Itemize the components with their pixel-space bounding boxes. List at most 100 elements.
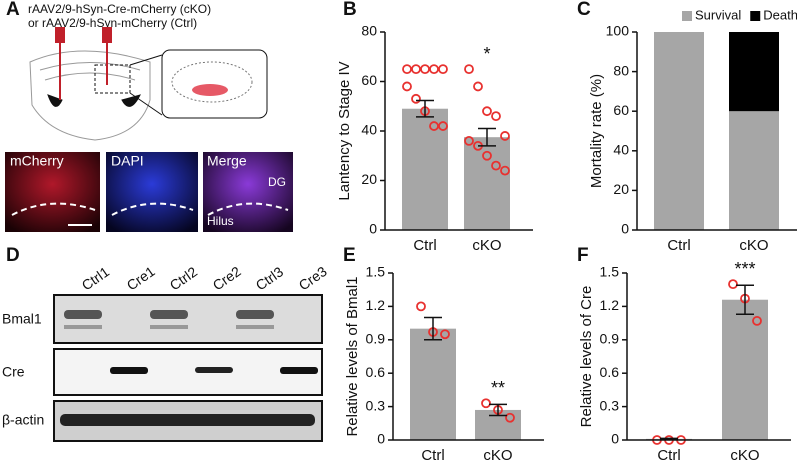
row-label: Bmal1 [2, 311, 42, 327]
data-point [420, 64, 430, 75]
lane-label: Cre2 [210, 263, 244, 294]
micrograph [106, 152, 198, 232]
region-label: DG [268, 175, 286, 189]
data-point [473, 81, 483, 92]
legend-label: Death [763, 7, 797, 22]
data-point [429, 64, 439, 75]
significance: ** [491, 378, 505, 398]
image-label: DAPI [111, 153, 144, 169]
y-tick-label: 40 [613, 142, 629, 158]
data-point [464, 64, 474, 75]
x-tick-label: Ctrl [657, 447, 680, 463]
x-tick-label: cKO [739, 237, 768, 254]
syringe [55, 27, 112, 100]
y-tick-label: 100 [606, 23, 630, 39]
data-point [482, 150, 492, 161]
data-point [416, 301, 426, 312]
data-point [429, 121, 439, 131]
image-label: mCherry [10, 153, 64, 169]
bar-segment [654, 32, 704, 230]
y-axis-title: Relative levels of Bmal1 [344, 276, 361, 436]
x-tick-label: cKO [483, 447, 512, 463]
significance: * [483, 44, 490, 64]
panel-label: F [577, 245, 589, 266]
data-point [438, 64, 448, 75]
x-tick-label: cKO [472, 237, 501, 254]
y-tick-label: 20 [361, 171, 377, 187]
bar [410, 328, 456, 440]
y-tick-label: 0.6 [366, 364, 386, 380]
y-tick-label: 0.9 [600, 331, 620, 347]
virus-text: rAAV2/9-hSyn-Cre-mCherry (cKO) [28, 2, 211, 16]
x-tick-label: cKO [730, 447, 759, 463]
panel-label: C [577, 0, 591, 20]
y-tick-label: 80 [613, 62, 629, 78]
data-point [440, 329, 450, 340]
y-tick-label: 60 [361, 72, 377, 88]
y-tick-label: 0 [621, 221, 629, 237]
panel-label: D [6, 245, 20, 266]
lane-label: Cre1 [124, 263, 158, 294]
y-tick-label: 0.9 [366, 331, 386, 347]
y-tick-label: 60 [613, 102, 629, 118]
y-tick-label: 0 [369, 221, 377, 237]
micrograph [5, 152, 100, 232]
panel-label: A [6, 0, 20, 20]
y-tick-label: 0.3 [600, 397, 620, 413]
y-tick-label: 0.3 [366, 397, 386, 413]
error-bar [424, 316, 442, 341]
x-tick-label: Ctrl [421, 447, 444, 463]
x-tick-label: Ctrl [413, 237, 436, 254]
error-bar [478, 127, 496, 147]
data-point [491, 111, 501, 122]
data-point [505, 412, 515, 423]
data-point [402, 81, 412, 92]
region-label: Hilus [207, 214, 234, 228]
data-point [481, 398, 491, 409]
legend-label: Survival [695, 7, 741, 22]
data-point [728, 279, 738, 290]
virus-text: or rAAV2/9-hSyn-mCherry (Ctrl) [28, 16, 197, 30]
data-point [438, 121, 448, 131]
blot-bands [60, 310, 318, 426]
y-axis-title: Lantency to Stage IV [336, 61, 353, 200]
image-label: Merge [207, 153, 247, 169]
y-tick-label: 0 [377, 431, 385, 447]
dg-outline [11, 202, 289, 216]
lane-label: Ctrl2 [167, 263, 201, 293]
y-tick-label: 40 [361, 122, 377, 138]
y-tick-label: 0.6 [600, 364, 620, 380]
data-point [411, 93, 421, 104]
y-tick-label: 1.2 [600, 297, 620, 313]
y-axis-title: Mortality rate (%) [588, 74, 605, 188]
data-point [752, 315, 762, 326]
significance: *** [734, 259, 755, 279]
y-tick-label: 80 [361, 23, 377, 39]
legend-swatch [682, 11, 692, 21]
data-point [482, 106, 492, 117]
panel-label: B [343, 0, 357, 20]
lane-label: Ctrl3 [253, 263, 287, 293]
panel-label: E [343, 245, 356, 266]
legend-swatch [750, 11, 761, 21]
y-axis-title: Relative levels of Cre [578, 286, 595, 428]
row-label: β-actin [2, 412, 44, 428]
lane-label: Ctrl1 [79, 263, 113, 293]
error-bar [736, 284, 754, 315]
lane-label: Cre3 [296, 263, 330, 294]
data-point [402, 64, 412, 75]
y-tick-label: 20 [613, 181, 629, 197]
y-tick-label: 0 [611, 431, 619, 447]
row-label: Cre [2, 364, 25, 380]
error-bar [416, 99, 434, 118]
data-point [500, 165, 510, 176]
y-tick-label: 1.5 [366, 264, 386, 280]
bar-segment [729, 111, 779, 230]
y-tick-label: 1.2 [366, 297, 386, 313]
data-point [491, 160, 501, 171]
y-tick-label: 1.5 [600, 264, 620, 280]
bar-segment [729, 32, 779, 112]
micrograph [203, 152, 293, 232]
brain-schematic [29, 49, 268, 141]
